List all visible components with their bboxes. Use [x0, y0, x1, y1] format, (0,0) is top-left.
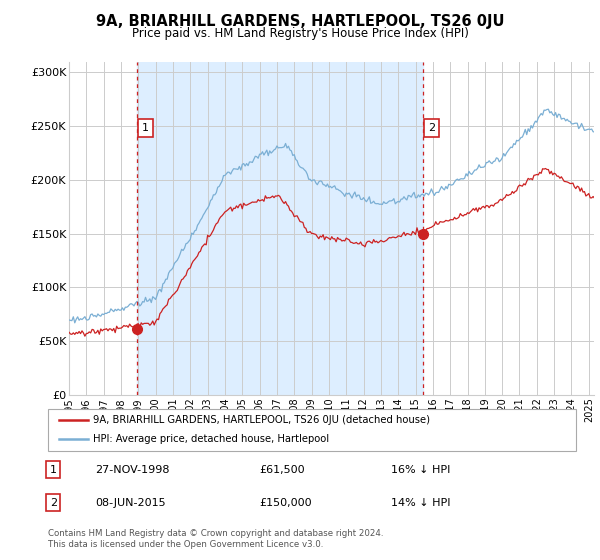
Text: Price paid vs. HM Land Registry's House Price Index (HPI): Price paid vs. HM Land Registry's House … [131, 27, 469, 40]
Bar [137, 62, 423, 395]
Text: 08-JUN-2015: 08-JUN-2015 [95, 498, 166, 507]
FancyBboxPatch shape [48, 409, 576, 451]
Text: 16% ↓ HPI: 16% ↓ HPI [391, 465, 451, 475]
Text: 9A, BRIARHILL GARDENS, HARTLEPOOL, TS26 0JU (detached house): 9A, BRIARHILL GARDENS, HARTLEPOOL, TS26 … [93, 415, 430, 425]
Text: 27-NOV-1998: 27-NOV-1998 [95, 465, 170, 475]
Text: 9A, BRIARHILL GARDENS, HARTLEPOOL, TS26 0JU: 9A, BRIARHILL GARDENS, HARTLEPOOL, TS26 … [96, 14, 504, 29]
Text: 2: 2 [428, 123, 436, 133]
Text: 1: 1 [50, 465, 57, 475]
Text: 14% ↓ HPI: 14% ↓ HPI [391, 498, 451, 507]
Text: Contains HM Land Registry data © Crown copyright and database right 2024.
This d: Contains HM Land Registry data © Crown c… [48, 529, 383, 549]
Text: £150,000: £150,000 [259, 498, 312, 507]
Text: 2: 2 [50, 498, 57, 507]
Text: HPI: Average price, detached house, Hartlepool: HPI: Average price, detached house, Hart… [93, 435, 329, 445]
Text: £61,500: £61,500 [259, 465, 305, 475]
Text: 1: 1 [142, 123, 149, 133]
